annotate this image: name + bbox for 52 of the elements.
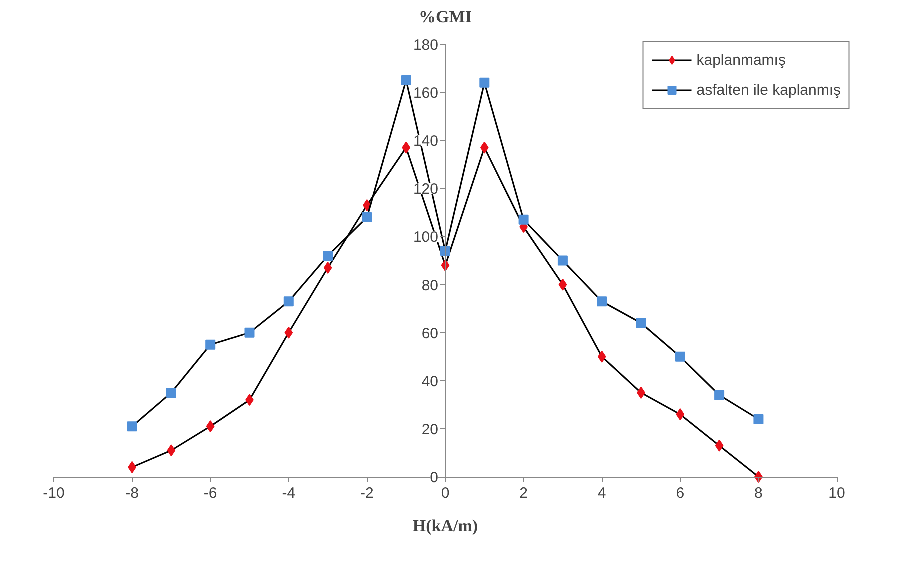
point xyxy=(362,212,372,223)
point xyxy=(206,420,215,433)
x-tick-label: -2 xyxy=(360,485,374,502)
legend-label: asfalten ile kaplanmış xyxy=(696,82,841,98)
x-tick-label: -6 xyxy=(204,485,218,502)
x-tick-label: 2 xyxy=(520,485,528,502)
point xyxy=(636,318,646,328)
point xyxy=(675,352,686,362)
x-tick-label: 6 xyxy=(676,485,685,502)
x-tick-label: -4 xyxy=(282,485,296,502)
point xyxy=(284,326,294,339)
y-tick-label: 100 xyxy=(413,229,439,246)
point xyxy=(440,246,450,256)
y-tick-label: 180 xyxy=(413,36,439,54)
point xyxy=(480,78,490,88)
y-tick-label: 60 xyxy=(422,325,439,342)
point xyxy=(167,444,176,457)
point xyxy=(127,422,138,432)
point xyxy=(754,414,764,424)
point xyxy=(284,296,294,307)
point xyxy=(323,250,334,261)
y-tick-label: 0 xyxy=(430,470,438,487)
x-tick-label: -10 xyxy=(43,485,65,502)
y-tick-label: 140 xyxy=(413,133,439,150)
point xyxy=(558,256,568,266)
point xyxy=(402,142,411,154)
point xyxy=(206,340,216,350)
y-axis-title: %GMI xyxy=(419,8,472,26)
x-tick-label: 10 xyxy=(828,485,846,502)
point xyxy=(401,76,412,86)
point xyxy=(598,350,606,363)
x-tick-label: 4 xyxy=(598,485,606,502)
y-tick-label: 20 xyxy=(422,421,439,438)
legend-label: kaplanmamış xyxy=(696,52,786,68)
point xyxy=(480,142,489,154)
point xyxy=(166,388,176,398)
x-tick-label: -8 xyxy=(126,485,139,502)
point xyxy=(715,440,724,452)
point xyxy=(714,390,725,400)
y-tick-label: 120 xyxy=(413,181,439,198)
y-tick-label: 160 xyxy=(413,85,439,102)
point xyxy=(676,408,685,421)
point xyxy=(518,214,529,225)
x-tick-label: 0 xyxy=(441,485,450,502)
point xyxy=(597,296,608,307)
x-axis-title: H(kA/m) xyxy=(412,516,478,536)
point xyxy=(558,278,568,291)
point xyxy=(244,328,255,338)
y-tick-label: 40 xyxy=(422,373,439,390)
x-tick-label: 8 xyxy=(754,485,763,502)
point xyxy=(324,262,332,274)
y-tick-label: 80 xyxy=(422,277,439,294)
